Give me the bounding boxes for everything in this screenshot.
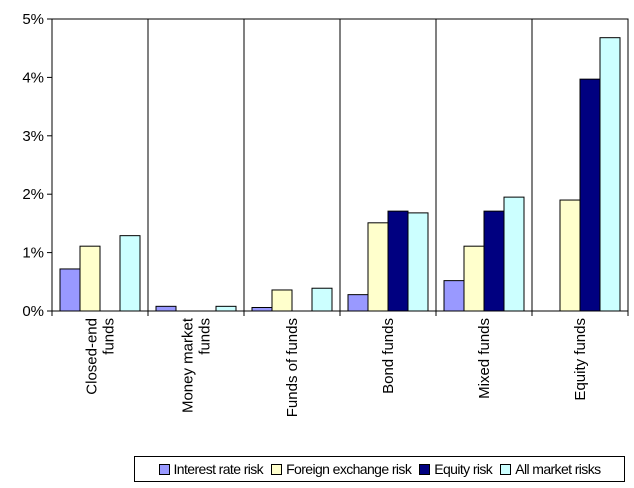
bar [311,287,333,312]
y-tick-label: 3% [22,128,44,145]
x-category-label: Money market [180,317,197,413]
bar [559,199,581,312]
y-tick-label: 1% [22,245,44,262]
legend-item: Interest rate risk [158,461,264,477]
x-category-label: Closed-end [84,318,101,395]
x-category-label: Equity funds [572,318,589,401]
bar [251,306,273,312]
legend-item: All market risks [500,461,601,477]
bar [119,235,141,312]
y-tick-label: 5% [22,11,44,28]
legend-label: All market risks [515,461,601,477]
legend-label: Interest rate risk [173,461,264,477]
x-category-label: funds [197,318,214,355]
y-tick-label: 0% [22,303,44,320]
x-category-label: funds [101,318,118,355]
x-category-label: Funds of funds [284,318,301,417]
legend-swatch [500,463,512,475]
bar [215,305,237,312]
legend-label: Equity risk [434,461,493,477]
legend-item: Equity risk [419,461,493,477]
legend-swatch [271,463,283,475]
bar [347,294,369,312]
bar [407,212,429,312]
legend-swatch [419,463,431,475]
legend-label: Foreign exchange risk [286,461,412,477]
bar [271,289,293,312]
bar [79,245,101,312]
bar [503,196,525,312]
bar [443,280,465,312]
bar [155,305,177,312]
x-category-label: Mixed funds [476,318,493,399]
bar [599,37,621,312]
bar [483,210,505,312]
bar [59,268,81,312]
chart-plot: 0%1%2%3%4%5%Closed-end funds Money market f… [22,11,629,417]
y-tick-label: 4% [22,69,44,86]
legend-swatch [158,463,170,475]
y-tick-label: 2% [22,186,44,203]
bar [579,78,601,312]
x-category-label: Bond funds [380,318,397,394]
legend-item: Foreign exchange risk [271,461,412,477]
legend: Interest rate risk Foreign exchange risk E… [134,456,625,482]
bar [367,222,389,312]
bar [463,245,485,312]
bar [387,210,409,312]
